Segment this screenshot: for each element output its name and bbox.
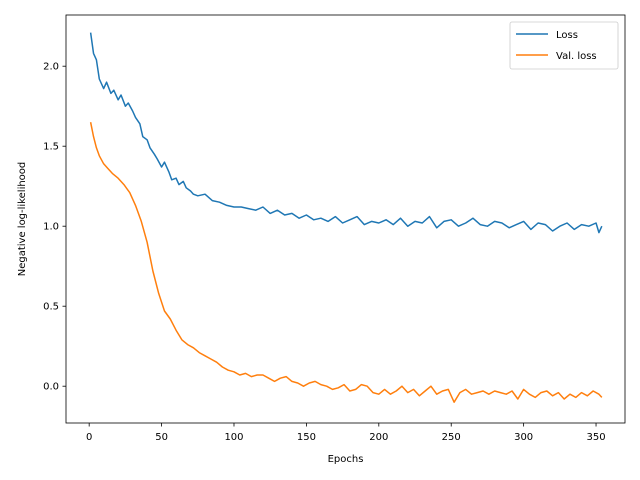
y-tick-label: 1.0 — [43, 222, 59, 233]
x-tick-label: 200 — [369, 432, 388, 443]
y-tick-label: 0.5 — [43, 302, 59, 313]
x-tick-label: 100 — [224, 432, 243, 443]
y-axis-label: Negative log-likelihood — [17, 162, 28, 277]
legend-label-val-loss: Val. loss — [556, 51, 597, 62]
legend-label-loss: Loss — [556, 30, 578, 41]
series-line-loss — [89, 32, 603, 234]
x-tick-label: 300 — [514, 432, 533, 443]
y-tick-label: 1.5 — [43, 142, 59, 153]
x-tick-label: 0 — [86, 432, 92, 443]
series-line-val-loss — [89, 122, 603, 403]
y-tick-label: 2.0 — [43, 62, 59, 73]
x-tick-label: 350 — [586, 432, 605, 443]
x-tick-label: 50 — [155, 432, 168, 443]
x-axis-label: Epochs — [328, 454, 364, 465]
plot-area-frame — [65, 14, 626, 424]
legend: Loss Val. loss — [509, 21, 619, 70]
x-axis: 0 50 100 150 200 250 300 350 — [86, 423, 606, 443]
x-tick-label: 150 — [297, 432, 316, 443]
x-tick-label: 250 — [442, 432, 461, 443]
y-tick-label: 0.0 — [43, 382, 59, 393]
y-axis: 0.0 0.5 1.0 1.5 2.0 — [43, 62, 66, 393]
plot-lines — [89, 32, 603, 403]
